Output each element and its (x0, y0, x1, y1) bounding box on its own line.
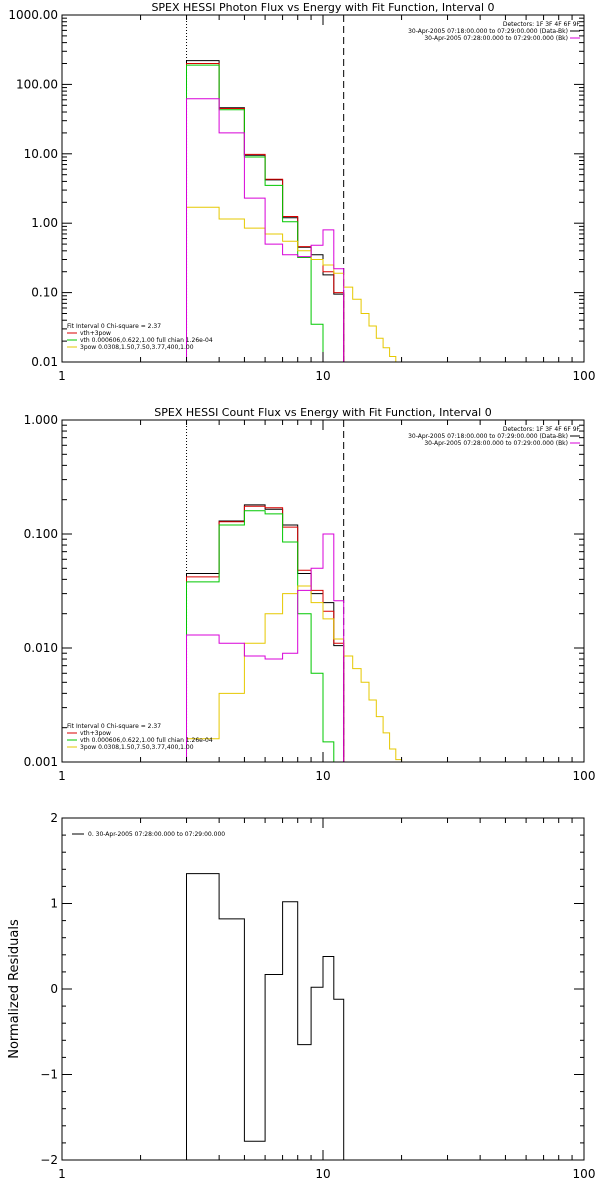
chart2-series-vth-3pow (186, 505, 345, 762)
chart2-legend-detectors: Detectors: 1F 3F 4F 6F 9F (503, 426, 581, 433)
chart1-y-tick-label: 100.00 (16, 77, 58, 91)
chart2-legend-entry: 30-Apr-2005 07:18:00.000 to 07:29:00.000… (408, 433, 568, 440)
chart2-y-tick-label: 0.010 (24, 641, 58, 655)
chart2-series-3pow (186, 585, 413, 763)
chart1-y-tick-label: 10.00 (24, 147, 58, 161)
chart1-x-tick-label: 1 (58, 369, 66, 383)
chart1-y-tick-label: 0.10 (31, 286, 58, 300)
chart3-y-tick-label: −1 (40, 1068, 58, 1082)
chart1-x-tick-label: 10 (315, 369, 330, 383)
chart2-series-data-bk (186, 504, 345, 762)
chart3-y-tick-label: 0 (50, 982, 58, 996)
chart2-x-tick-label: 10 (315, 769, 330, 783)
chart3-y-tick-label: 2 (50, 811, 58, 825)
chart2-series-bk (186, 533, 345, 762)
chart1-x-tick-label: 100 (573, 369, 596, 383)
chart2-fit-entry: 3pow 0.0308,1.50,7.50,3.77,400,1.00 (80, 744, 194, 751)
chart2-fit-entry: vth+3pow (80, 730, 111, 737)
chart3-x-tick-label: 1 (58, 1167, 66, 1181)
chart2-x-tick-label: 100 (573, 769, 596, 783)
chart1-series-data-bk (186, 60, 345, 362)
chart1-fit-entry: vth 0.000606,0.622,1.00 full chian 1.26e… (80, 337, 213, 344)
chart2-fit-header: Fit Interval 0 Chi-square = 2.37 (67, 723, 161, 730)
chart3-legend-entry: 0. 30-Apr-2005 07:28:00.000 to 07:29:00.… (88, 831, 225, 838)
chart1-legend-entry: 30-Apr-2005 07:28:00.000 to 07:29:00.000… (424, 35, 568, 42)
chart2-series-vth (186, 510, 344, 763)
chart1-fit-header: Fit Interval 0 Chi-square = 2.37 (67, 323, 161, 330)
chart1-legend-detectors: Detectors: 1F 3F 4F 6F 9F (503, 21, 581, 28)
chart3-y-tick-label: −2 (40, 1153, 58, 1167)
chart1-series-3pow (186, 206, 413, 363)
chart1-series-bk (186, 98, 345, 362)
chart1-legend-entry: 30-Apr-2005 07:18:00.000 to 07:29:00.000… (408, 28, 568, 35)
chart3-x-tick-label: 100 (573, 1167, 596, 1181)
chart2-title: SPEX HESSI Count Flux vs Energy with Fit… (154, 406, 491, 419)
chart2-y-tick-label: 0.001 (24, 755, 58, 769)
chart1-y-tick-label: 1.00 (31, 216, 58, 230)
chart1-fit-entry: 3pow 0.0308,1.50,7.50,3.77,400,1.00 (80, 344, 194, 351)
chart2-fit-entry: vth 0.000606,0.622,1.00 full chian 1.26e… (80, 737, 213, 744)
chart1-plot-frame (61, 14, 585, 363)
chart2-y-tick-label: 1.000 (24, 413, 58, 427)
chart1-y-tick-label: 0.01 (31, 355, 58, 369)
chart1-title: SPEX HESSI Photon Flux vs Energy with Fi… (151, 1, 494, 14)
chart3-series-0-30-apr-2005-07-28-00-000-to-07-29-00-000 (186, 873, 345, 1160)
chart1-series-vth (186, 64, 334, 363)
chart3-plot-frame (61, 817, 585, 1161)
chart2-legend-entry: 30-Apr-2005 07:28:00.000 to 07:29:00.000… (424, 440, 568, 447)
chart1-series-vth-3pow (186, 63, 345, 362)
chart3-y-tick-label: 1 (50, 897, 58, 911)
chart2-x-tick-label: 1 (58, 769, 66, 783)
chart3-y-axis-label: Normalized Residuals (7, 919, 22, 1059)
chart3-x-tick-label: 10 (315, 1167, 330, 1181)
chart2-y-tick-label: 0.100 (24, 527, 58, 541)
chart1-fit-entry: vth+3pow (80, 330, 111, 337)
chart1-y-tick-label: 1000.00 (8, 8, 58, 22)
